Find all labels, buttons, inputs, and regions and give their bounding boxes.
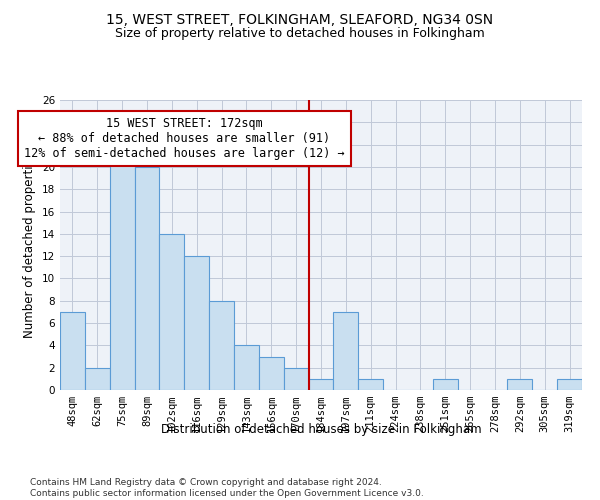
Bar <box>184 256 209 390</box>
Text: Size of property relative to detached houses in Folkingham: Size of property relative to detached ho… <box>115 28 485 40</box>
Bar <box>234 346 259 390</box>
Bar <box>110 156 134 390</box>
Bar <box>433 379 458 390</box>
Bar <box>134 167 160 390</box>
Bar <box>85 368 110 390</box>
Bar <box>160 234 184 390</box>
Text: 15 WEST STREET: 172sqm
← 88% of detached houses are smaller (91)
12% of semi-det: 15 WEST STREET: 172sqm ← 88% of detached… <box>24 116 344 160</box>
Bar <box>557 379 582 390</box>
Bar <box>209 301 234 390</box>
Bar <box>358 379 383 390</box>
Bar <box>284 368 308 390</box>
Bar <box>308 379 334 390</box>
Y-axis label: Number of detached properties: Number of detached properties <box>23 152 37 338</box>
Bar <box>259 356 284 390</box>
Text: Distribution of detached houses by size in Folkingham: Distribution of detached houses by size … <box>161 422 481 436</box>
Bar <box>508 379 532 390</box>
Text: Contains HM Land Registry data © Crown copyright and database right 2024.
Contai: Contains HM Land Registry data © Crown c… <box>30 478 424 498</box>
Bar <box>60 312 85 390</box>
Bar <box>334 312 358 390</box>
Text: 15, WEST STREET, FOLKINGHAM, SLEAFORD, NG34 0SN: 15, WEST STREET, FOLKINGHAM, SLEAFORD, N… <box>106 12 494 26</box>
